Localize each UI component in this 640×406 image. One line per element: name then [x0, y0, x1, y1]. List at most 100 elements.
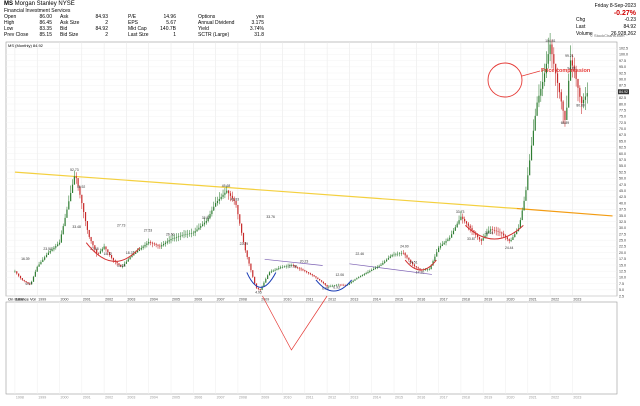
x-tick-label-obv: 2001: [83, 396, 91, 400]
price-bar-body: [40, 262, 42, 265]
compression-circle: [487, 62, 523, 98]
price-bar-body: [120, 264, 122, 267]
price-bar-body: [263, 282, 265, 287]
value-label: 20.23: [300, 260, 309, 264]
price-bar-body: [133, 253, 135, 256]
price-bar-body: [467, 223, 469, 226]
price-bar-body: [196, 229, 198, 232]
quote-field-label: Annual Dividend: [198, 20, 235, 26]
price-bar-body: [397, 253, 399, 255]
quote-field: High 86.45: [4, 20, 52, 26]
price-bar-body: [571, 60, 574, 66]
quote-col-2: Ask 84.93 Ask Size 2 Bid 84.92 Bid Size 2: [60, 14, 108, 38]
exchange: NYSE: [58, 1, 75, 7]
value-label: 14.23: [117, 264, 126, 268]
price-bar-body: [579, 87, 581, 97]
price-bar-body: [398, 253, 401, 254]
y-tick-label: 12.5: [619, 270, 626, 274]
price-bar-body: [350, 282, 352, 284]
price-bar-body: [118, 263, 120, 265]
price-bar-body: [521, 210, 523, 221]
value-label: 32.87: [202, 216, 211, 220]
price-bar-body: [222, 194, 224, 197]
x-tick-label: 2005: [172, 298, 180, 302]
x-tick-label: 1999: [38, 298, 46, 302]
price-bar-body: [428, 269, 430, 270]
x-tick-label: 2000: [61, 298, 69, 302]
price-bar-body: [66, 209, 68, 218]
price-bar-body: [127, 259, 129, 262]
quote-field-value: 1: [173, 32, 176, 38]
price-bar-body: [438, 247, 440, 253]
price-bar-body: [202, 224, 204, 227]
change-percent: -0.27%: [613, 10, 636, 17]
price-bar-body: [101, 248, 103, 252]
quote-field-value: 85.15: [39, 32, 52, 38]
price-bar-body: [259, 288, 261, 291]
quote-field: Yield 3.74%: [198, 26, 264, 32]
price-bar-body: [170, 239, 172, 241]
quote-field: Bid Size 2: [60, 32, 108, 38]
price-bar-body: [92, 241, 94, 246]
price-bar-body: [81, 194, 83, 204]
price-bar-body: [553, 54, 555, 64]
y-tick-label: 90.0: [619, 77, 626, 81]
value-label: 27.53: [144, 229, 153, 233]
price-bar-body: [491, 229, 494, 230]
value-label: 33.87: [467, 237, 476, 241]
x-tick-label: 2018: [462, 298, 470, 302]
price-bar-body: [188, 233, 191, 235]
price-bar-body: [413, 264, 416, 267]
price-bar-body: [562, 101, 564, 111]
quote-field-value: 86.45: [39, 20, 52, 26]
price-bar-body: [140, 247, 142, 250]
price-bar-body: [34, 271, 36, 277]
quote-field-value: 140.7B: [160, 26, 176, 32]
price-bar-body: [339, 284, 341, 286]
price-bar-body: [123, 263, 126, 267]
price-bar-body: [363, 274, 365, 276]
value-label: 27.73: [117, 224, 126, 228]
x-tick-label: 2010: [284, 298, 292, 302]
price-bar-body: [371, 269, 373, 272]
price-bar-body: [162, 243, 165, 246]
x-tick-label: 2004: [150, 298, 158, 302]
x-tick-label: 2017: [440, 298, 448, 302]
value-label: 104.81: [545, 39, 555, 43]
x-tick-label-obv: 1999: [38, 396, 46, 400]
obv-panel: [5, 301, 618, 395]
price-bar-body: [96, 249, 98, 254]
quote-field-label: Bid Size: [60, 32, 79, 38]
quote-col-1: Open 86.00 High 86.45 Low 83.35 Prev Close 85.1…: [4, 14, 52, 38]
price-bar-body: [129, 257, 131, 260]
cup-arc-2009: [246, 272, 277, 288]
x-tick-label-obv: 2006: [194, 396, 202, 400]
price-bar-body: [532, 130, 534, 146]
y-tick-label: 42.5: [619, 195, 626, 199]
x-tick-label: 2022: [551, 298, 559, 302]
price-bar-body: [501, 232, 503, 234]
y-tick-label: 22.5: [619, 245, 626, 249]
price-bar-body: [149, 241, 152, 243]
price-bar-body: [456, 223, 458, 228]
y-tick-label: 45.0: [619, 189, 626, 193]
x-tick-label: 2007: [217, 298, 225, 302]
price-bar-body: [488, 230, 490, 234]
price-bar-body: [194, 231, 196, 233]
price-bar-body: [228, 190, 230, 194]
price-bar-body: [306, 271, 308, 273]
price-bar-body: [573, 65, 575, 71]
price-bar-body: [529, 160, 531, 176]
quote-summary: Friday 8-Sep-2023 -0.27% Chg -0.23 Last 84…: [576, 3, 636, 38]
x-tick-label-obv: 2019: [484, 396, 492, 400]
price-bar-body: [584, 96, 587, 100]
quote-field-label: Bid: [60, 26, 68, 32]
price-bar-body: [86, 220, 88, 230]
price-bar-body: [138, 249, 141, 251]
price-bar-body: [543, 73, 546, 82]
value-label: 22.46: [356, 252, 365, 256]
price-bar-body: [142, 246, 144, 248]
price-bar-body: [254, 276, 256, 284]
price-bar-body: [49, 250, 51, 253]
